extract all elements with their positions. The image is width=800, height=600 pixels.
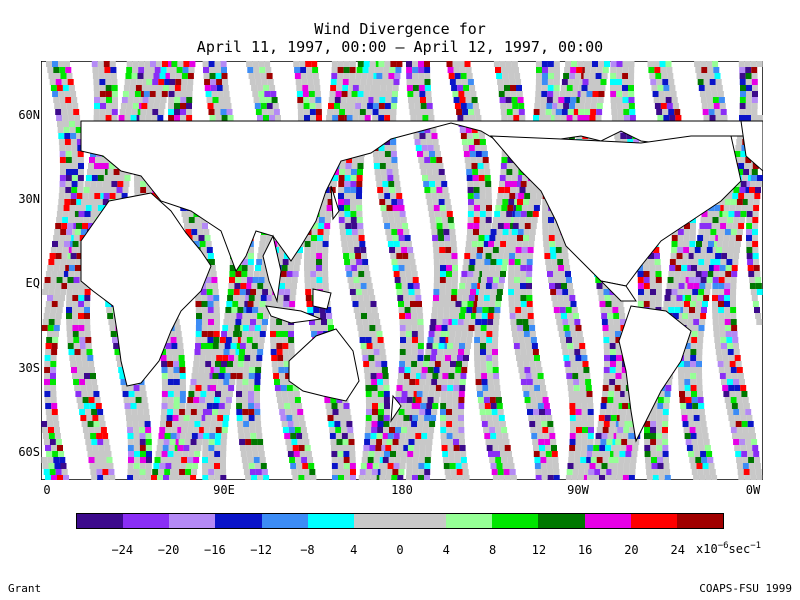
legend-tick-label: 8 bbox=[488, 543, 497, 557]
legend-swatch bbox=[630, 514, 677, 528]
legend-tick-label: −8 bbox=[300, 543, 315, 557]
legend-tick-label: −16 bbox=[204, 543, 226, 557]
legend-tick-label: 16 bbox=[577, 543, 593, 557]
legend-tick-label: 4 bbox=[442, 543, 450, 557]
legend-swatch bbox=[169, 514, 216, 528]
legend-swatch bbox=[215, 514, 262, 528]
legend-tick-label: −12 bbox=[250, 543, 272, 557]
color-legend-bar bbox=[76, 513, 724, 529]
lon-label-90w: 90W bbox=[567, 483, 589, 497]
legend-swatch bbox=[261, 514, 308, 528]
legend-tick-label: −20 bbox=[157, 543, 180, 557]
divergence-map bbox=[41, 61, 763, 480]
legend-tick-label: 12 bbox=[531, 543, 547, 557]
map-title-line1: Wind Divergence for bbox=[314, 20, 486, 38]
legend-tick-label: 4 bbox=[350, 543, 358, 557]
legend-tick-label: 24 bbox=[670, 543, 685, 557]
data-swaths bbox=[41, 61, 763, 480]
legend-swatch bbox=[492, 514, 539, 528]
lon-label-0w: 0W bbox=[745, 483, 761, 497]
legend-swatch bbox=[538, 514, 585, 528]
legend-swatch bbox=[353, 514, 400, 528]
organization-credit: COAPS-FSU 1999 bbox=[699, 582, 792, 595]
legend-swatch bbox=[77, 514, 124, 528]
legend-swatch bbox=[584, 514, 631, 528]
legend-swatch bbox=[399, 514, 447, 528]
lat-label-30n: 30N bbox=[18, 192, 40, 206]
lat-label-60s: 60S bbox=[18, 445, 40, 459]
legend-tick-label: 0 bbox=[396, 543, 404, 557]
legend-swatch bbox=[307, 514, 354, 528]
legend-tick-label: 20 bbox=[624, 543, 639, 557]
lon-label-0: 0 bbox=[43, 483, 51, 497]
lon-label-180: 180 bbox=[391, 483, 413, 497]
map-title-line2: April 11, 1997, 00:00 – April 12, 1997, … bbox=[196, 38, 604, 56]
author-credit: Grant bbox=[8, 582, 42, 595]
legend-swatch bbox=[123, 514, 170, 528]
continents bbox=[80, 120, 763, 443]
legend-tick-label: −24 bbox=[111, 543, 134, 557]
lon-label-90e: 90E bbox=[213, 483, 235, 497]
legend-swatch bbox=[446, 514, 493, 528]
lat-label-60n: 60N bbox=[18, 108, 40, 122]
units-label: x10−6sec−1 bbox=[696, 541, 762, 556]
lat-label-eq: EQ bbox=[25, 276, 40, 290]
lat-label-30s: 30S bbox=[18, 361, 40, 375]
legend-swatch bbox=[676, 514, 723, 528]
